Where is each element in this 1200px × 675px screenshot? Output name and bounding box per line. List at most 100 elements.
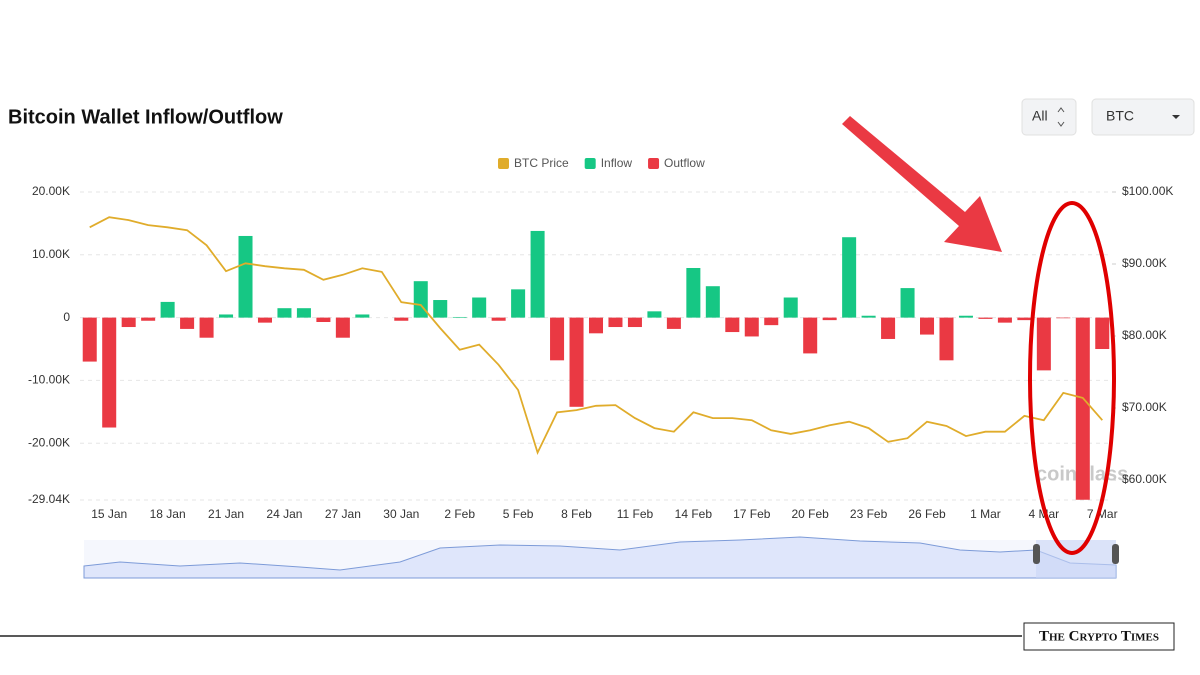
range-select-label[interactable]: All: [1032, 108, 1048, 124]
bar: [82, 317, 97, 362]
bar: [160, 301, 175, 318]
range-select[interactable]: [1021, 98, 1077, 136]
legend-label: Outflow: [664, 156, 705, 170]
annotation-ellipse: [1028, 201, 1116, 555]
bar: [588, 317, 604, 334]
brand: The Crypto Times: [1039, 628, 1159, 644]
bar: [121, 317, 136, 328]
x-tick-label: 27 Jan: [325, 507, 361, 521]
bar: [725, 317, 740, 333]
bar: [335, 317, 350, 338]
y-tick-label: -29.04K: [28, 492, 70, 506]
bar: [219, 314, 234, 318]
x-tick-label: 30 Jan: [383, 507, 419, 521]
bar: [958, 315, 973, 318]
x-tick-label: 1 Mar: [970, 507, 1001, 521]
bar: [550, 317, 565, 361]
bar: [1056, 317, 1071, 319]
bar: [491, 317, 506, 321]
plot: -29.04K -20.00K -10.00K 0 10.00K 20.00K $60.00…: [28, 184, 1173, 521]
annotation-arrow: [842, 116, 1002, 252]
bar: [627, 317, 642, 328]
legend-swatch: [584, 158, 596, 169]
bar: [686, 267, 701, 318]
x-tick-label: 26 Feb: [908, 507, 946, 521]
bar: [316, 317, 331, 323]
bar: [180, 317, 195, 329]
bar: [939, 317, 954, 361]
x-tick-label: 7 Mar: [1087, 507, 1118, 521]
bar: [277, 308, 292, 318]
bar: [141, 317, 156, 321]
bar: [822, 317, 837, 321]
bar: [257, 317, 272, 323]
bar: [842, 237, 857, 318]
x-tick-label: 14 Feb: [675, 507, 713, 521]
bar: [783, 297, 798, 318]
x-tick-label: 8 Feb: [561, 507, 592, 521]
coin-select-label[interactable]: BTC: [1106, 108, 1134, 124]
bar: [530, 230, 545, 318]
navigator-handle[interactable]: [1112, 544, 1119, 564]
bar: [238, 235, 253, 318]
y-tick-label: 20.00K: [32, 184, 70, 198]
bar: [705, 286, 720, 318]
navigator-handle[interactable]: [1033, 544, 1040, 564]
bar: [394, 317, 409, 321]
bar: [1095, 317, 1110, 350]
bar: [102, 317, 117, 428]
bar: [647, 311, 662, 318]
select-icon: [1057, 107, 1065, 127]
brand-box: [1023, 622, 1175, 651]
bar: [861, 315, 876, 318]
bar: [608, 317, 623, 328]
y-tick-label: 0: [63, 310, 70, 324]
bar: [1036, 317, 1051, 371]
bar: [433, 300, 448, 318]
bar: [199, 317, 214, 338]
price-line: [89, 216, 1103, 456]
legend-label: BTC Price: [514, 156, 569, 170]
legend-label: Inflow: [601, 156, 633, 170]
coin-select[interactable]: [1091, 98, 1195, 136]
bar: [452, 316, 467, 318]
bar: [296, 308, 311, 318]
y2-tick-label: $70.00K: [1122, 400, 1167, 414]
bar: [997, 317, 1012, 323]
bar: [569, 317, 584, 407]
y2-tick-label: $80.00K: [1122, 328, 1167, 342]
x-tick-label: 2 Feb: [444, 507, 475, 521]
select-icon: [1172, 115, 1180, 119]
x-tick-label: 5 Feb: [503, 507, 534, 521]
bar: [881, 317, 896, 339]
legend-swatch: [648, 158, 660, 169]
y-tick-label: -10.00K: [28, 373, 70, 387]
bar: [472, 297, 487, 318]
bar: [978, 317, 993, 319]
legend-swatch: [498, 158, 509, 169]
x-tick-label: 11 Feb: [617, 507, 654, 521]
navigator-selection[interactable]: [1036, 540, 1116, 578]
x-tick-label: 21 Jan: [208, 507, 244, 521]
bar: [764, 317, 779, 326]
x-tick-label: 24 Jan: [266, 507, 302, 521]
bar: [666, 317, 681, 329]
bar: [920, 317, 935, 335]
y-tick-label: -20.00K: [28, 435, 70, 449]
y2-tick-label: $60.00K: [1122, 472, 1167, 486]
y-tick-label: 10.00K: [32, 247, 70, 261]
x-tick-label: 15 Jan: [91, 507, 127, 521]
bar: [1075, 317, 1090, 500]
x-tick-label: 20 Feb: [792, 507, 830, 521]
bar: [1017, 317, 1032, 321]
bar: [511, 289, 526, 318]
bar: [900, 288, 915, 318]
bar: [744, 317, 759, 337]
y2-tick-label: $90.00K: [1122, 256, 1167, 270]
x-tick-label: 18 Jan: [150, 507, 186, 521]
x-tick-label: 17 Feb: [733, 507, 771, 521]
bar: [355, 314, 370, 318]
chart-title: Bitcoin Wallet Inflow/Outflow: [8, 106, 283, 128]
x-tick-label: 23 Feb: [850, 507, 888, 521]
